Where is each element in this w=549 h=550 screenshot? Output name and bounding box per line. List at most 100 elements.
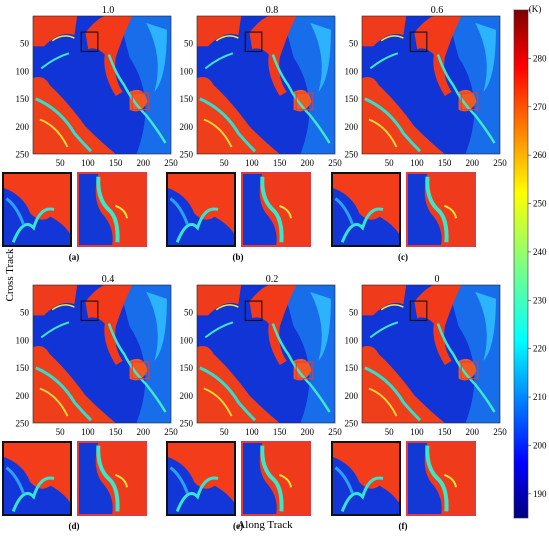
inset-water	[78, 442, 113, 515]
x-tick-label: 50	[385, 427, 395, 437]
colorbar-tick-label: 230	[533, 295, 547, 305]
scene-swirl	[146, 22, 167, 92]
scene-swirl	[475, 22, 496, 92]
inset-coast	[11, 476, 55, 512]
inset-box-red	[131, 92, 150, 111]
scene-coast	[35, 366, 93, 422]
scene-coast	[369, 321, 399, 339]
inset-box-dark	[409, 300, 428, 322]
scene-coast	[271, 323, 331, 413]
inset-box-red	[131, 361, 150, 380]
scene-coast	[51, 304, 75, 311]
y-tick-label: 100	[16, 335, 30, 345]
inset-coast	[279, 204, 292, 219]
y-tick-label: 50	[349, 308, 359, 318]
x-axis-label: Along Track	[237, 519, 293, 531]
scene-coast	[203, 387, 233, 417]
x-tick-label: 250	[328, 158, 342, 168]
scene-coast	[436, 323, 496, 413]
inset-water	[407, 442, 442, 515]
scene-land	[197, 16, 242, 47]
scene-swirl	[310, 291, 331, 361]
scene-coast	[199, 366, 257, 422]
scene-land	[33, 345, 116, 423]
panel: 0.8 50 100 150 200 250 50 100 150 200 250 (b)	[166, 5, 342, 262]
inset-coast	[175, 476, 219, 512]
inset-coast	[96, 176, 120, 243]
inset-coast	[5, 197, 25, 225]
colorbar-tick-label: 240	[533, 247, 547, 257]
inset-coast	[444, 204, 457, 219]
y-tick-label: 50	[184, 308, 194, 318]
panel-frame	[32, 15, 172, 155]
scene-coast	[39, 118, 69, 148]
inset-water	[407, 173, 442, 246]
colorbar-tick-label: 190	[533, 489, 547, 499]
y-tick-label: 250	[16, 150, 30, 160]
x-tick-label: 200	[301, 427, 315, 437]
x-tick-label: 100	[410, 158, 424, 168]
x-tick-label: 50	[220, 158, 230, 168]
inset-coast	[260, 445, 284, 512]
colorbar-gradient	[513, 9, 529, 519]
y-tick-label: 250	[345, 419, 359, 429]
scene-coast	[436, 54, 496, 144]
scene-land	[197, 345, 280, 423]
colorbar-tick-label: 250	[533, 199, 547, 209]
panel-title: 0.6	[431, 5, 444, 16]
scene-land	[458, 89, 477, 112]
x-tick-label: 250	[493, 427, 507, 437]
panel-title: 0.8	[266, 5, 279, 16]
inset-coast	[169, 466, 189, 494]
scene-coast	[215, 304, 239, 311]
panel-label: (b)	[233, 252, 244, 262]
panel: 0 50 100 150 200 250 50 100 150 200 250 (f)	[331, 274, 507, 531]
x-tick-label: 50	[220, 427, 230, 437]
y-tick-label: 250	[345, 150, 359, 160]
colorbar: (K) 190 200 210 220 230 240 250 260 270 280	[513, 4, 547, 519]
scene-land	[362, 285, 407, 316]
scene-coast	[369, 52, 399, 70]
x-tick-label: 150	[438, 427, 452, 437]
y-tick-label: 200	[345, 122, 359, 132]
scene-land	[362, 16, 407, 47]
scene-coast	[215, 35, 239, 42]
inset-water	[78, 173, 113, 246]
inset-coast	[5, 466, 25, 494]
panel-label: (a)	[69, 252, 80, 262]
scene-land	[197, 76, 280, 154]
scene-land	[129, 89, 148, 112]
panel-title: 0.4	[102, 274, 115, 285]
inset-frame-dark	[166, 172, 236, 247]
colorbar-tick-label: 280	[533, 53, 547, 63]
inset-coast	[175, 207, 219, 243]
inset-water	[242, 442, 277, 515]
inset-box-dark	[80, 31, 99, 53]
colorbar-unit: (K)	[529, 4, 542, 14]
x-tick-label: 200	[301, 158, 315, 168]
x-tick-label: 200	[466, 158, 480, 168]
scene-coast	[39, 387, 69, 417]
scene-land	[33, 76, 116, 154]
scene-coast	[364, 366, 422, 422]
scene-coast	[204, 52, 234, 70]
panel-label: (f)	[399, 521, 408, 531]
scene-land	[33, 285, 78, 316]
inset-box-red	[295, 92, 314, 111]
scene-land	[129, 358, 148, 381]
panel: 0.4 50 100 150 200 250 50 100 150 200 250 (d)	[2, 274, 178, 531]
inset-water	[242, 173, 277, 246]
scene-land	[197, 285, 242, 316]
x-tick-label: 250	[164, 158, 178, 168]
inset-coast	[340, 476, 384, 512]
x-tick-label: 200	[137, 427, 151, 437]
scene-coast	[107, 323, 167, 413]
x-tick-label: 250	[328, 427, 342, 437]
scene-coast	[204, 321, 234, 339]
panel-frame	[196, 284, 336, 424]
panel: 0.6 50 100 150 200 250 50 100 150 200 250 (c)	[331, 5, 507, 262]
y-tick-label: 150	[16, 94, 30, 104]
panel-label: (e)	[233, 521, 243, 531]
panel-title: 0.2	[266, 274, 279, 285]
y-tick-label: 200	[345, 391, 359, 401]
